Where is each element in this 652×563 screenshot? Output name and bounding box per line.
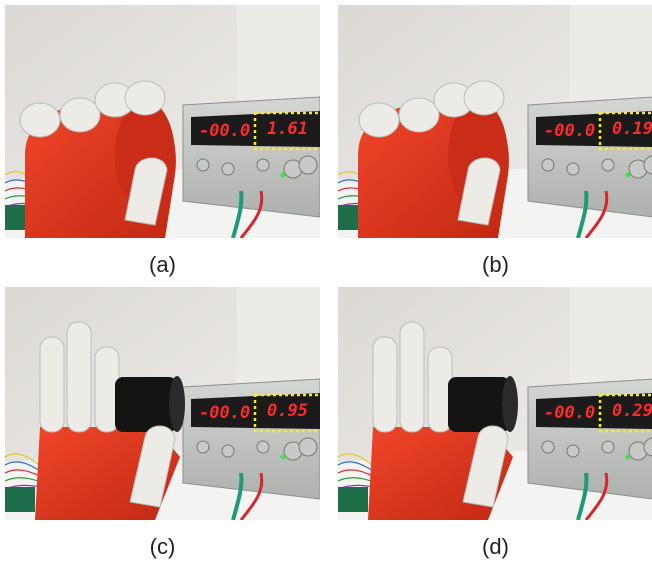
panel-caption: (a) [149, 252, 176, 277]
knob [299, 438, 317, 456]
knob [222, 163, 234, 175]
finger [400, 322, 424, 432]
figure: -00.0 1.61 (a) -00.0 0.19 (b) -00.0 0.95 (c) -00.… [0, 0, 652, 563]
spool [448, 377, 510, 432]
knob [222, 445, 234, 457]
finger [464, 81, 504, 115]
display-right: 1.61 [267, 119, 308, 139]
knob [542, 441, 554, 453]
panel-caption: (d) [482, 534, 509, 559]
finger [20, 103, 60, 137]
knob [257, 159, 269, 171]
finger [60, 98, 100, 132]
knob [197, 159, 209, 171]
photo: -00.0 0.29 [338, 287, 652, 520]
spool [115, 377, 177, 432]
led [281, 173, 286, 178]
knob [602, 159, 614, 171]
led [626, 173, 631, 178]
spool-end [169, 376, 185, 432]
circuit-board [5, 487, 35, 512]
display-left: -00.0 [544, 403, 595, 423]
photo: -00.0 0.95 [5, 287, 325, 520]
photo: -00.0 0.19 [338, 5, 652, 238]
finger [373, 337, 397, 432]
photo: -00.0 1.61 [5, 5, 325, 238]
finger [125, 81, 165, 115]
spool-end [502, 376, 518, 432]
display-left: -00.0 [199, 121, 250, 141]
knob [542, 159, 554, 171]
knob [299, 156, 317, 174]
knob [567, 163, 579, 175]
knob [197, 441, 209, 453]
finger [399, 98, 439, 132]
knob [257, 441, 269, 453]
finger [40, 337, 64, 432]
display-right: 0.19 [612, 119, 652, 139]
knob [602, 441, 614, 453]
panel-caption: (c) [150, 534, 176, 559]
knob [567, 445, 579, 457]
panel-caption: (b) [482, 252, 509, 277]
display-right: 0.29 [612, 401, 652, 421]
led [626, 455, 631, 460]
circuit-board [338, 487, 368, 512]
display-left: -00.0 [544, 121, 595, 141]
finger [359, 103, 399, 137]
finger [67, 322, 91, 432]
display-left: -00.0 [199, 403, 250, 423]
display-right: 0.95 [267, 401, 308, 421]
led [281, 455, 286, 460]
